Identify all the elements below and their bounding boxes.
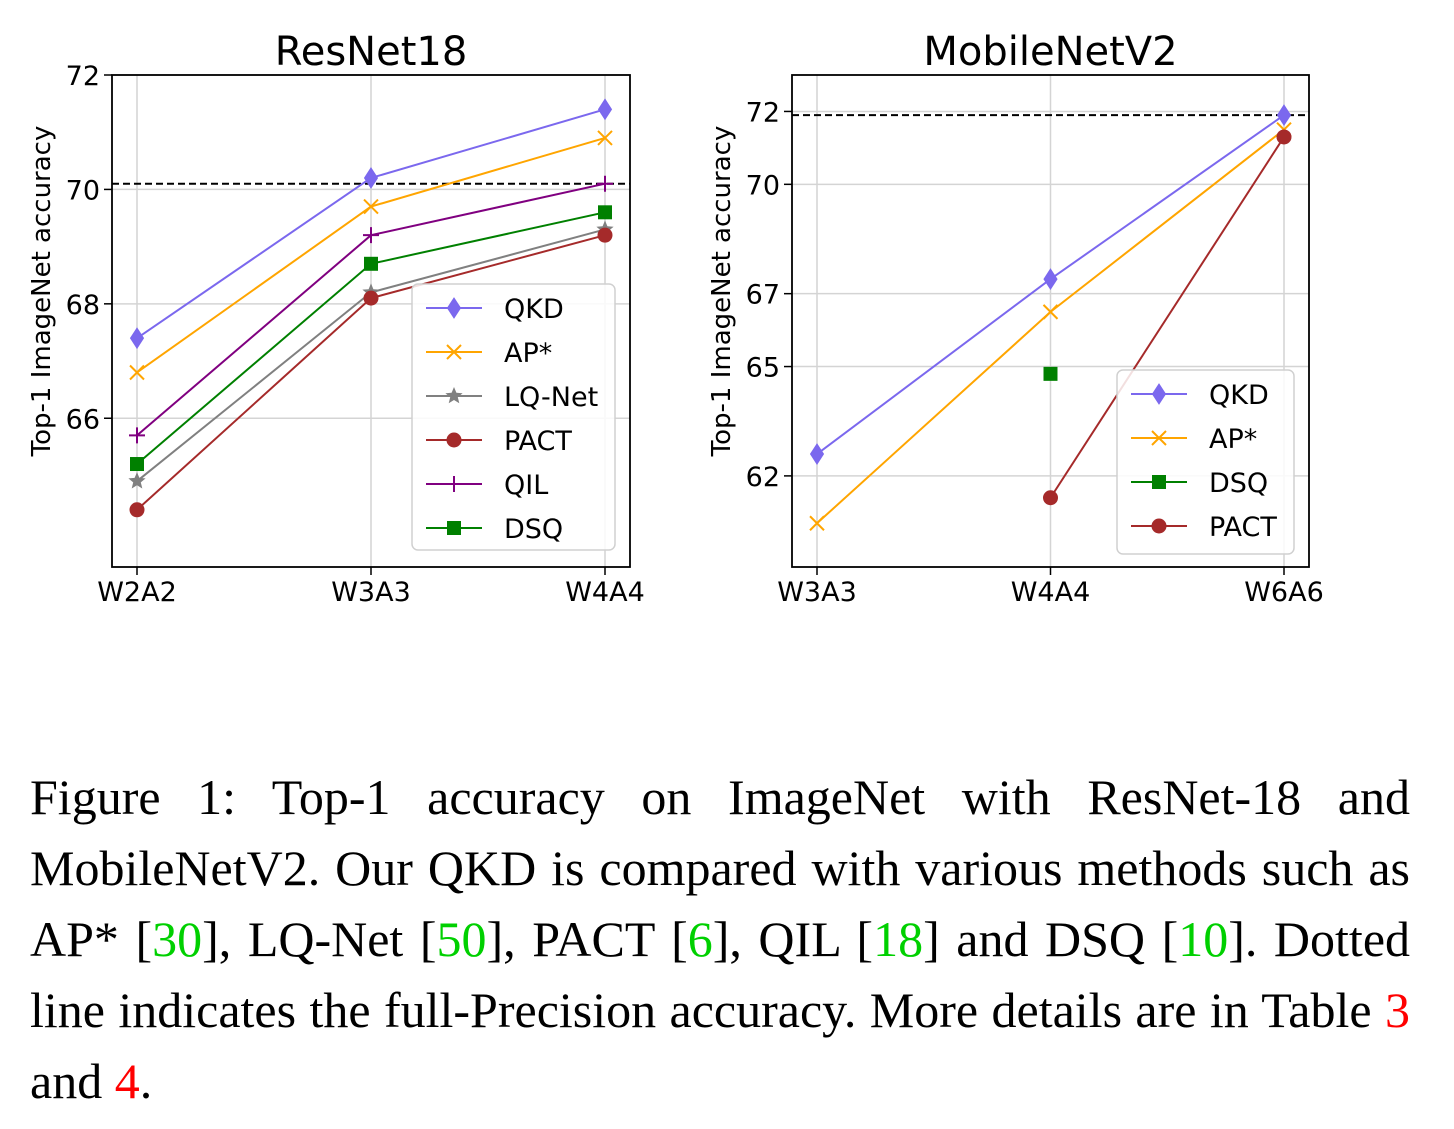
legend-label: LQ-Net bbox=[504, 382, 598, 413]
data-point bbox=[597, 130, 613, 146]
y-tick-label: 68 bbox=[66, 290, 100, 321]
y-axis-label: Top-1 ImageNet accuracy bbox=[707, 126, 737, 458]
legend-label: AP* bbox=[1209, 424, 1257, 455]
figure-caption: Figure 1: Top-1 accuracy on ImageNet wit… bbox=[30, 762, 1410, 1117]
chart-panel: 62 65 67 70 72 W3A3 W4A4 W6A6 MobileNetV2 Top-1 I… bbox=[707, 29, 1324, 608]
legend-marker bbox=[1151, 383, 1167, 405]
data-point bbox=[129, 327, 145, 350]
data-point bbox=[130, 457, 144, 472]
caption-text: ]. Dotted line indicates the full-Precis… bbox=[30, 911, 1411, 1038]
legend-label: QKD bbox=[1209, 380, 1269, 411]
y-tick-label: 65 bbox=[746, 353, 780, 384]
caption-text: . bbox=[139, 1053, 153, 1109]
data-point bbox=[364, 256, 378, 271]
y-tick-label: 62 bbox=[746, 462, 780, 493]
data-point bbox=[363, 290, 379, 306]
legend-marker bbox=[446, 476, 462, 492]
chart-panel: 66 68 70 72 W2A2 W3A3 W4A4 ResNet18 Top-1 ImageN… bbox=[27, 29, 645, 608]
legend-marker bbox=[445, 387, 463, 404]
x-tick-label: W2A2 bbox=[97, 577, 177, 608]
data-point bbox=[1043, 366, 1058, 381]
citation-link[interactable]: 50 bbox=[436, 911, 487, 967]
legend-label: QIL bbox=[504, 470, 548, 501]
x-tick-label: W6A6 bbox=[1244, 577, 1324, 608]
legend-label: DSQ bbox=[1209, 468, 1268, 499]
data-point bbox=[1043, 268, 1058, 291]
table-reference-link[interactable]: 4 bbox=[114, 1053, 140, 1109]
data-point bbox=[1042, 304, 1059, 320]
citation-link[interactable]: 18 bbox=[873, 911, 924, 967]
y-axis-label: Top-1 ImageNet accuracy bbox=[27, 126, 57, 458]
data-point bbox=[1043, 490, 1058, 506]
x-tick-label: W3A3 bbox=[331, 577, 411, 608]
caption-text: Figure 1: Top-1 accuracy on ImageNet wit… bbox=[30, 769, 1410, 967]
citation-link[interactable]: 10 bbox=[1178, 911, 1229, 967]
legend-label: AP* bbox=[504, 338, 552, 369]
legend-marker bbox=[1151, 518, 1167, 534]
series-line bbox=[1049, 136, 1285, 499]
data-point bbox=[809, 443, 825, 465]
legend-label: QKD bbox=[504, 294, 564, 325]
data-point bbox=[128, 472, 146, 489]
caption-text: and bbox=[30, 1053, 115, 1109]
legend-marker bbox=[446, 297, 462, 319]
data-point bbox=[1276, 104, 1292, 127]
data-point bbox=[363, 167, 379, 189]
y-tick-label: 67 bbox=[746, 280, 780, 311]
data-point bbox=[129, 427, 145, 444]
data-point bbox=[363, 227, 379, 244]
legend: QKD AP* LQ-Net PACT QIL DSQ bbox=[411, 283, 616, 551]
legend-marker bbox=[447, 521, 461, 535]
data-point bbox=[363, 198, 379, 215]
chart-title: MobileNetV2 bbox=[923, 29, 1177, 75]
y-tick-label: 72 bbox=[746, 97, 780, 128]
data-point bbox=[1276, 129, 1292, 145]
caption-text: ] and DSQ [ bbox=[923, 911, 1179, 967]
legend-label: PACT bbox=[1209, 512, 1277, 543]
caption-text: ], QIL [ bbox=[712, 911, 874, 967]
legend-marker bbox=[1151, 430, 1167, 446]
data-point bbox=[129, 502, 145, 518]
caption-text: ], LQ-Net [ bbox=[202, 911, 437, 967]
legend-marker bbox=[1152, 475, 1166, 489]
data-point bbox=[598, 205, 612, 220]
figure-charts: 66 68 70 72 W2A2 W3A3 W4A4 ResNet18 Top-1 ImageN… bbox=[27, 29, 1324, 608]
y-tick-label: 66 bbox=[66, 404, 100, 435]
caption-text: ], PACT [ bbox=[486, 911, 688, 967]
y-tick-label: 72 bbox=[66, 61, 100, 92]
legend: QKD AP* DSQ PACT bbox=[1116, 369, 1295, 555]
citation-link[interactable]: 30 bbox=[152, 911, 203, 967]
legend-label: PACT bbox=[504, 426, 572, 457]
data-point bbox=[129, 364, 145, 381]
y-tick-label: 70 bbox=[66, 175, 100, 206]
chart-title: ResNet18 bbox=[275, 29, 468, 75]
table-reference-link[interactable]: 3 bbox=[1385, 982, 1410, 1038]
data-point bbox=[597, 227, 613, 243]
x-tick-label: W4A4 bbox=[1011, 577, 1091, 608]
legend-marker bbox=[446, 432, 462, 448]
legend-box bbox=[1116, 369, 1295, 555]
legend-label: DSQ bbox=[504, 514, 563, 545]
legend-marker bbox=[446, 344, 462, 360]
citation-link[interactable]: 6 bbox=[687, 911, 713, 967]
data-point bbox=[597, 175, 613, 192]
data-point bbox=[597, 98, 613, 121]
y-tick-label: 70 bbox=[746, 170, 780, 201]
x-tick-label: W4A4 bbox=[565, 577, 645, 608]
x-tick-label: W3A3 bbox=[777, 577, 857, 608]
data-point bbox=[809, 515, 825, 531]
